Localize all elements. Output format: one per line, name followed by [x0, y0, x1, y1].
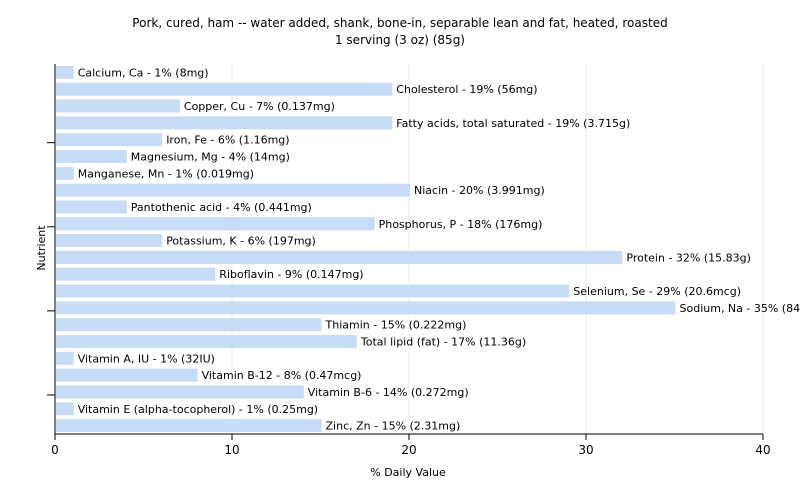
bar	[56, 116, 393, 130]
bar-label: Magnesium, Mg - 4% (14mg)	[131, 151, 290, 164]
bar	[56, 318, 322, 332]
bar-label: Niacin - 20% (3.991mg)	[414, 184, 545, 197]
bar-label: Phosphorus, P - 18% (176mg)	[379, 218, 543, 231]
bars: Calcium, Ca - 1% (8mg) Cholesterol - 19% …	[56, 65, 800, 433]
bar	[56, 301, 676, 315]
bar	[56, 284, 570, 298]
bar	[56, 385, 304, 399]
bar-label: Protein - 32% (15.83g)	[626, 251, 751, 264]
bar-label: Calcium, Ca - 1% (8mg)	[78, 66, 209, 79]
bar-label: Fatty acids, total saturated - 19% (3.71…	[396, 117, 630, 130]
x-tick-label: 30	[578, 443, 593, 457]
bar	[56, 65, 74, 79]
bar-label: Iron, Fe - 6% (1.16mg)	[166, 134, 289, 147]
bar	[56, 99, 180, 113]
x-tick-label: 40	[755, 443, 770, 457]
bar-label: Vitamin E (alpha-tocopherol) - 1% (0.25m…	[78, 403, 318, 416]
bar-label: Thiamin - 15% (0.222mg)	[325, 319, 467, 332]
bar	[56, 335, 357, 348]
bar-label: Vitamin B-6 - 14% (0.272mg)	[308, 386, 469, 399]
grid-lines	[231, 64, 764, 434]
bar-label: Zinc, Zn - 15% (2.31mg)	[326, 420, 461, 433]
x-tick-label: 20	[401, 443, 416, 457]
bar	[56, 419, 322, 433]
bar-label: Selenium, Se - 29% (20.6mcg)	[573, 285, 741, 298]
x-tick-label: 10	[224, 443, 239, 457]
bar	[56, 82, 393, 96]
bar-label: Manganese, Mn - 1% (0.019mg)	[78, 167, 254, 180]
chart-title: Pork, cured, ham -- water added, shank, …	[132, 16, 667, 30]
bar	[56, 267, 216, 281]
bar-label: Vitamin A, IU - 1% (32IU)	[78, 352, 215, 365]
bar-label: Riboflavin - 9% (0.147mg)	[219, 268, 363, 281]
axes: 0 10 20 30 40	[47, 64, 771, 457]
bar-label: Vitamin B-12 - 8% (0.47mcg)	[202, 369, 362, 382]
bar	[56, 183, 410, 197]
bar	[56, 402, 74, 416]
chart-subtitle: 1 serving (3 oz) (85g)	[335, 33, 465, 47]
bar-label: Cholesterol - 19% (56mg)	[396, 83, 537, 96]
bar	[56, 368, 198, 382]
x-tick-label: 0	[51, 443, 59, 457]
bar	[56, 234, 163, 248]
bar-label: Potassium, K - 6% (197mg)	[166, 235, 316, 248]
bar	[56, 150, 127, 163]
x-axis-title: % Daily Value	[370, 466, 446, 479]
bar-label: Total lipid (fat) - 17% (11.36g)	[360, 336, 526, 349]
bar	[56, 166, 74, 180]
bar	[56, 133, 163, 147]
bar-label: Copper, Cu - 7% (0.137mg)	[184, 100, 335, 113]
bar	[56, 351, 74, 365]
bar	[56, 250, 623, 264]
bar-label: Pantothenic acid - 4% (0.441mg)	[131, 201, 312, 214]
bar	[56, 200, 127, 214]
y-axis-title: Nutrient	[35, 225, 48, 271]
bar-label: Sodium, Na - 35% (840mg)	[680, 302, 800, 315]
bar	[56, 217, 375, 231]
